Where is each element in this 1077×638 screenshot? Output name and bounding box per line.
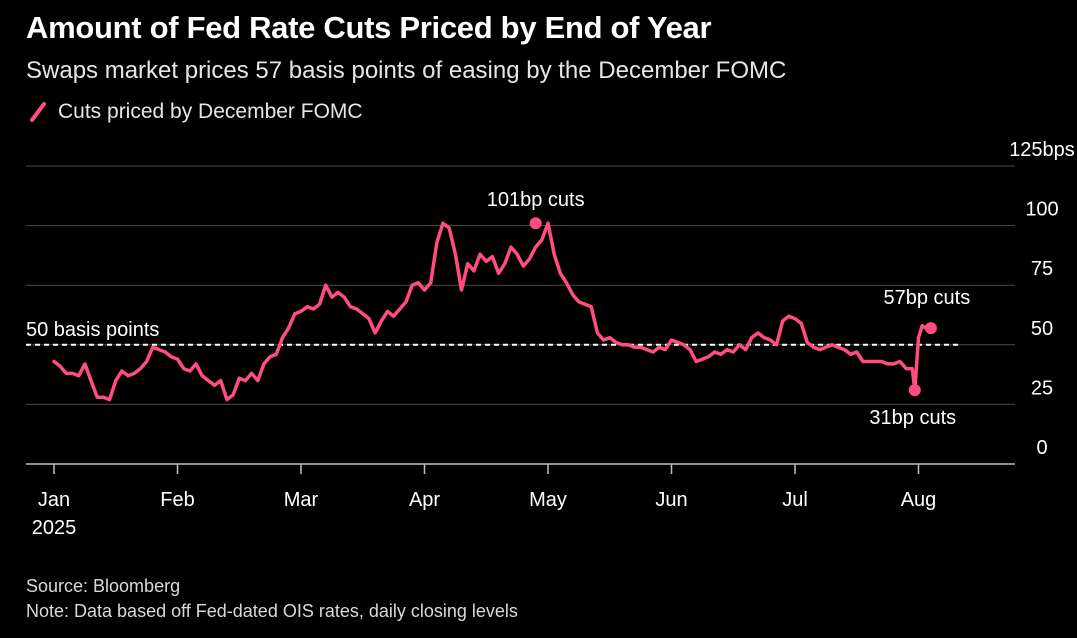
x-tick-label: Jul (782, 489, 808, 511)
x-tick-label: Feb (160, 489, 194, 511)
y-tick-label: 100 (1025, 199, 1058, 221)
reference-line-label: 50 basis points (26, 319, 159, 341)
data-note: Note: Data based off Fed-dated OIS rates… (26, 601, 518, 621)
series-line (52, 221, 933, 402)
legend-swatch-icon (30, 102, 46, 122)
legend-label: Cuts priced by December FOMC (58, 100, 363, 123)
y-tick-label: 0 (1036, 437, 1047, 459)
x-tick-label: Jan (38, 489, 70, 511)
line-chart: 0 25 50 75 100 125bps Jan 2025 Feb Mar Apr May Jun Ju… (26, 139, 1075, 539)
annotation-dot (924, 322, 937, 335)
x-tick-label: May (529, 489, 567, 511)
y-tick-label: 25 (1031, 377, 1053, 399)
chart-subtitle: Swaps market prices 57 basis points of e… (26, 57, 787, 84)
source-note: Source: Bloomberg (26, 576, 181, 596)
y-tick-label: 75 (1031, 258, 1053, 280)
y-tick-label: 50 (1031, 318, 1053, 340)
x-tick-label: Jun (655, 489, 687, 511)
annotation-dot (529, 217, 542, 230)
annotation-label: 101bp cuts (487, 189, 585, 211)
x-tick-label: Aug (901, 489, 937, 511)
x-tick-label: Mar (284, 489, 319, 511)
annotation-label: 57bp cuts (883, 287, 970, 309)
annotation-dot (908, 384, 921, 397)
y-tick-label: 125bps (1009, 139, 1075, 161)
legend: Cuts priced by December FOMC (26, 100, 363, 124)
chart-title: Amount of Fed Rate Cuts Priced by End of… (26, 10, 712, 45)
annotation-label: 31bp cuts (869, 407, 956, 429)
x-tick-sublabel: 2025 (32, 517, 77, 539)
x-tick-label: Apr (409, 489, 440, 511)
